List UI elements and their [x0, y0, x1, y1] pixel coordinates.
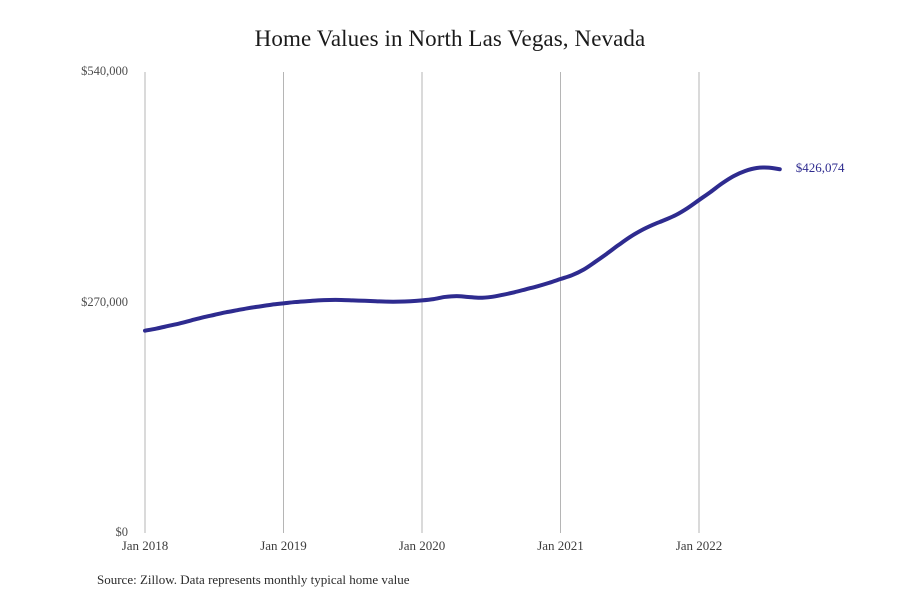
x-axis-tick-jan-2019: Jan 2019 — [260, 538, 307, 553]
x-axis-tick-jan-2022: Jan 2022 — [675, 538, 723, 553]
y-axis-tick-270000: $270,000 — [81, 294, 128, 309]
end-value-annotation: $426,074 — [795, 160, 845, 176]
x-axis-tick-jan-2020: Jan 2020 — [398, 538, 446, 553]
x-axis-tick-jan-2018: Jan 2018 — [121, 538, 169, 553]
x-axis-tick-jan-2021: Jan 2021 — [537, 538, 584, 553]
source-note: Source: Zillow. Data represents monthly … — [97, 572, 410, 587]
gridline-group — [144, 72, 700, 533]
chart-title: Home Values in North Las Vegas, Nevada — [254, 26, 646, 51]
y-axis-tick-540000: $540,000 — [81, 64, 128, 78]
y-axis-tick-0: $0 — [115, 525, 129, 539]
home-value-line — [143, 165, 782, 333]
